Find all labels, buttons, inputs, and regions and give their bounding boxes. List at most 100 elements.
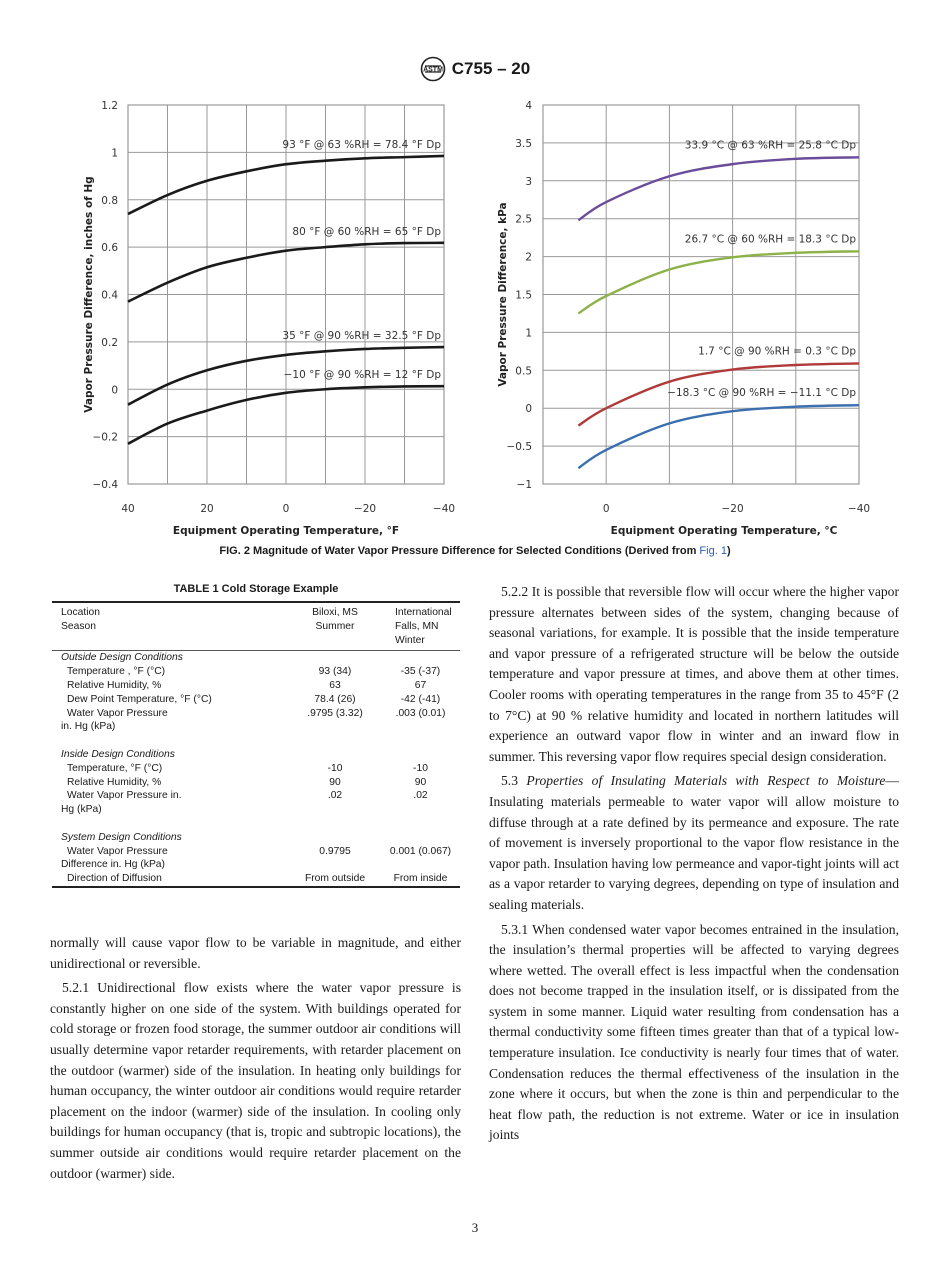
table-row xyxy=(52,734,460,748)
table-header-row: Location Season Biloxi, MS Summer Internatio… xyxy=(52,603,460,652)
header-line: Winter xyxy=(395,634,425,646)
section-label: Outside Design Conditions xyxy=(61,652,183,664)
y-tick-label: 1.5 xyxy=(515,290,532,302)
section-number: 5.3 xyxy=(501,773,527,789)
paragraph-5-3: 5.3 Properties of Insulating Materials w… xyxy=(489,771,899,915)
series-label: 93 °F @ 63 %RH = 78.4 °F Dp xyxy=(282,139,441,151)
series-line xyxy=(577,250,860,315)
value-international-falls: From inside xyxy=(393,873,448,885)
table-title: TABLE 1 Cold Storage Example xyxy=(173,583,339,595)
y-tick-label: 3.5 xyxy=(515,138,532,150)
header-line: Location xyxy=(61,607,100,618)
caption-end: ) xyxy=(726,545,731,557)
y-tick-label: 0 xyxy=(525,403,532,415)
header-cell-c3: International Falls, MN Winter xyxy=(381,603,460,652)
row-label-continued: Hg (kPa) xyxy=(61,804,102,816)
table-row: Water Vapor Pressure .9795 (3.32) .003 (0.… xyxy=(52,707,460,721)
table-row: Direction of Diffusion From outside From i… xyxy=(52,872,460,886)
series-line xyxy=(127,154,445,216)
section-label: System Design Conditions xyxy=(61,831,182,843)
y-tick-label: 0.4 xyxy=(101,290,118,302)
row-label: Water Vapor Pressure xyxy=(67,845,168,857)
y-tick-label: −0.2 xyxy=(93,432,119,444)
value-international-falls: 90 xyxy=(414,776,427,788)
series-line xyxy=(127,241,445,303)
header-cell-c1: Location Season xyxy=(52,603,289,652)
table-row xyxy=(52,817,460,831)
row-label-continued: in. Hg (kPa) xyxy=(61,721,116,733)
spacer-cell xyxy=(52,817,460,831)
header-cell-c2: Biloxi, MS Summer xyxy=(289,603,381,652)
table-row: Relative Humidity, % 90 90 xyxy=(52,776,460,790)
svg-text:ASTM: ASTM xyxy=(423,67,443,74)
series-line xyxy=(577,362,860,427)
series-line xyxy=(577,156,860,222)
y-tick-label: 3 xyxy=(525,176,532,188)
value-biloxi: -10 xyxy=(327,762,343,774)
spacer-cell xyxy=(52,734,460,748)
table-row: Difference in. Hg (kPa) xyxy=(52,858,460,872)
y-tick-label: 1 xyxy=(111,147,118,159)
value-biloxi: 93 (34) xyxy=(318,666,352,678)
header-line: International xyxy=(395,607,452,618)
x-tick-label: 20 xyxy=(200,503,213,515)
x-tick-label: 40 xyxy=(121,503,134,515)
header-line: Summer xyxy=(315,620,355,632)
body-left-column: normally will cause vapor flow to be var… xyxy=(50,933,461,1188)
fig-1-link[interactable]: Fig. 1 xyxy=(699,545,727,557)
astm-logo: ASTM xyxy=(420,56,446,82)
series-label: −10 °F @ 90 %RH = 12 °F Dp xyxy=(284,369,442,381)
paragraph-5-2-2: 5.2.2 It is possible that reversible flo… xyxy=(489,584,899,764)
y-tick-label: −0.4 xyxy=(93,479,119,491)
cold-storage-table: Location Season Biloxi, MS Summer Internatio… xyxy=(52,601,460,888)
table-row: Hg (kPa) xyxy=(52,803,460,817)
row-label-continued: Difference in. Hg (kPa) xyxy=(61,859,165,871)
y-tick-label: 0.6 xyxy=(101,242,118,254)
y-tick-label: 0.5 xyxy=(515,365,532,377)
paragraph-continuation: normally will cause vapor flow to be var… xyxy=(50,935,461,971)
value-biloxi: 63 xyxy=(329,679,341,691)
series-label: −18.3 °C @ 90 %RH = −11.1 °C Dp xyxy=(667,387,856,399)
row-label: Direction of Diffusion xyxy=(67,873,162,885)
y-tick-label: 0 xyxy=(111,384,118,396)
section-title: Properties of Insulating Materials with … xyxy=(526,773,886,789)
x-axis-title: Equipment Operating Temperature, °F xyxy=(173,525,399,537)
y-tick-label: 4 xyxy=(525,100,532,112)
value-international-falls: 0.001 (0.067) xyxy=(389,845,452,857)
value-biloxi: .9795 (3.32) xyxy=(307,707,363,719)
caption-text: FIG. 2 Magnitude of Water Vapor Pressure… xyxy=(219,545,700,557)
table-section-row: Outside Design Conditions xyxy=(52,651,460,665)
y-tick-label: 2.5 xyxy=(515,214,532,226)
table-row: Water Vapor Pressure 0.9795 0.001 (0.067) xyxy=(52,845,460,859)
y-tick-label: 0.8 xyxy=(101,195,118,207)
row-label: Temperature , °F (°C) xyxy=(67,666,166,678)
section-label: Inside Design Conditions xyxy=(61,748,175,760)
value-international-falls: .003 (0.01) xyxy=(395,707,446,719)
table-row: Temperature, °F (°C) -10 -10 xyxy=(52,762,460,776)
table-row: in. Hg (kPa) xyxy=(52,720,460,734)
value-international-falls: -35 (-37) xyxy=(400,666,441,678)
x-axis-title: Equipment Operating Temperature, °C xyxy=(611,525,838,537)
table-section-row: System Design Conditions xyxy=(52,831,460,845)
paragraph-5-3-1: 5.3.1 When condensed water vapor becomes… xyxy=(489,921,899,1143)
value-international-falls: -10 xyxy=(413,762,428,774)
series-line xyxy=(127,345,445,406)
x-tick-label: 0 xyxy=(603,503,610,515)
y-axis-title: Vapor Pressure Difference, inches of Hg xyxy=(83,176,95,412)
table-row: Water Vapor Pressure in. .02 .02 xyxy=(52,789,460,803)
series-label: 1.7 °C @ 90 %RH = 0.3 °C Dp xyxy=(698,345,856,357)
row-label: Water Vapor Pressure xyxy=(67,707,168,719)
header-line: Season xyxy=(61,620,96,632)
row-label: Relative Humidity, % xyxy=(67,679,162,691)
table-section-row: Inside Design Conditions xyxy=(52,748,460,762)
series-line xyxy=(127,384,445,445)
x-tick-label: −40 xyxy=(433,503,455,515)
page-number: 3 xyxy=(471,1220,479,1235)
x-tick-label: −20 xyxy=(722,503,744,515)
header-line: Falls, MN xyxy=(395,620,439,632)
y-axis-title: Vapor Pressure Difference, kPa xyxy=(497,202,509,386)
y-tick-label: 2 xyxy=(525,252,532,264)
table-row: Dew Point Temperature, °F (°C) 78.4 (26) -… xyxy=(52,693,460,707)
y-tick-label: −0.5 xyxy=(507,441,533,453)
row-label: Dew Point Temperature, °F (°C) xyxy=(67,693,212,705)
